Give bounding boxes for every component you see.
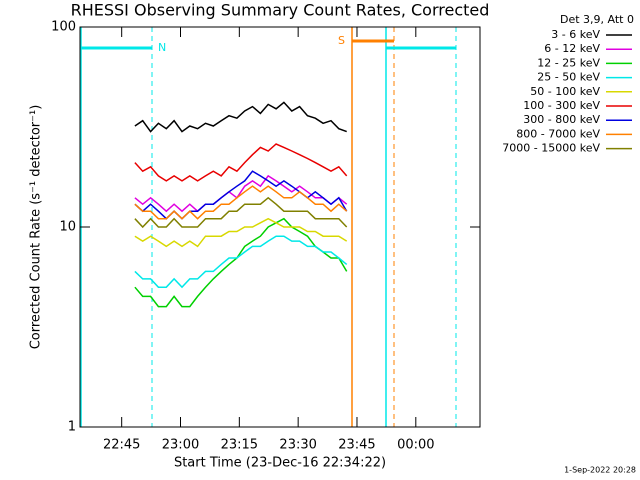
legend-label: 300 - 800 keV: [523, 113, 600, 126]
flags: N S: [80, 27, 457, 427]
series-line: [134, 185, 348, 220]
x-tick-label: 23:00: [162, 438, 199, 453]
legend-label: 100 - 300 keV: [523, 99, 600, 112]
legend-label: 800 - 7000 keV: [516, 127, 600, 140]
y-tick-label: 100: [51, 20, 76, 35]
y-tick-label: 10: [59, 220, 76, 235]
series-line: [134, 143, 348, 182]
legend-label: 7000 - 15000 keV: [502, 142, 600, 155]
series-line: [134, 217, 348, 248]
series-line: [134, 101, 347, 133]
x-tick-label: 23:30: [279, 438, 316, 453]
x-tick-label: 23:15: [221, 438, 258, 453]
flag-label: S: [338, 34, 345, 47]
footer: 1-Sep-2022 20:28: [564, 466, 636, 475]
plot: [134, 101, 348, 308]
x-tick-label: 00:00: [397, 438, 434, 453]
legend-label: 25 - 50 keV: [537, 71, 600, 84]
legend-label: 6 - 12 keV: [544, 42, 600, 55]
flag-label: N: [158, 41, 166, 54]
legend-label: 3 - 6 keV: [551, 28, 600, 41]
y-tick-label: 1: [68, 420, 76, 435]
series-line: [134, 196, 348, 229]
series-line: [134, 217, 348, 308]
chart-title: RHESSI Observing Summary Count Rates, Co…: [71, 1, 490, 20]
y-axis-label: Corrected Count Rate (s⁻¹ detector⁻¹): [29, 105, 44, 350]
legend-label: 50 - 100 keV: [530, 85, 600, 98]
series-line: [134, 235, 348, 289]
x-axis-label: Start Time (23-Dec-16 22:34:22): [174, 456, 386, 471]
legend-label: 12 - 25 keV: [537, 56, 600, 69]
x-tick-label: 23:45: [338, 438, 375, 453]
x-tick-label: 22:45: [103, 438, 140, 453]
legend-title: Det 3,9, Att 0: [560, 13, 634, 26]
